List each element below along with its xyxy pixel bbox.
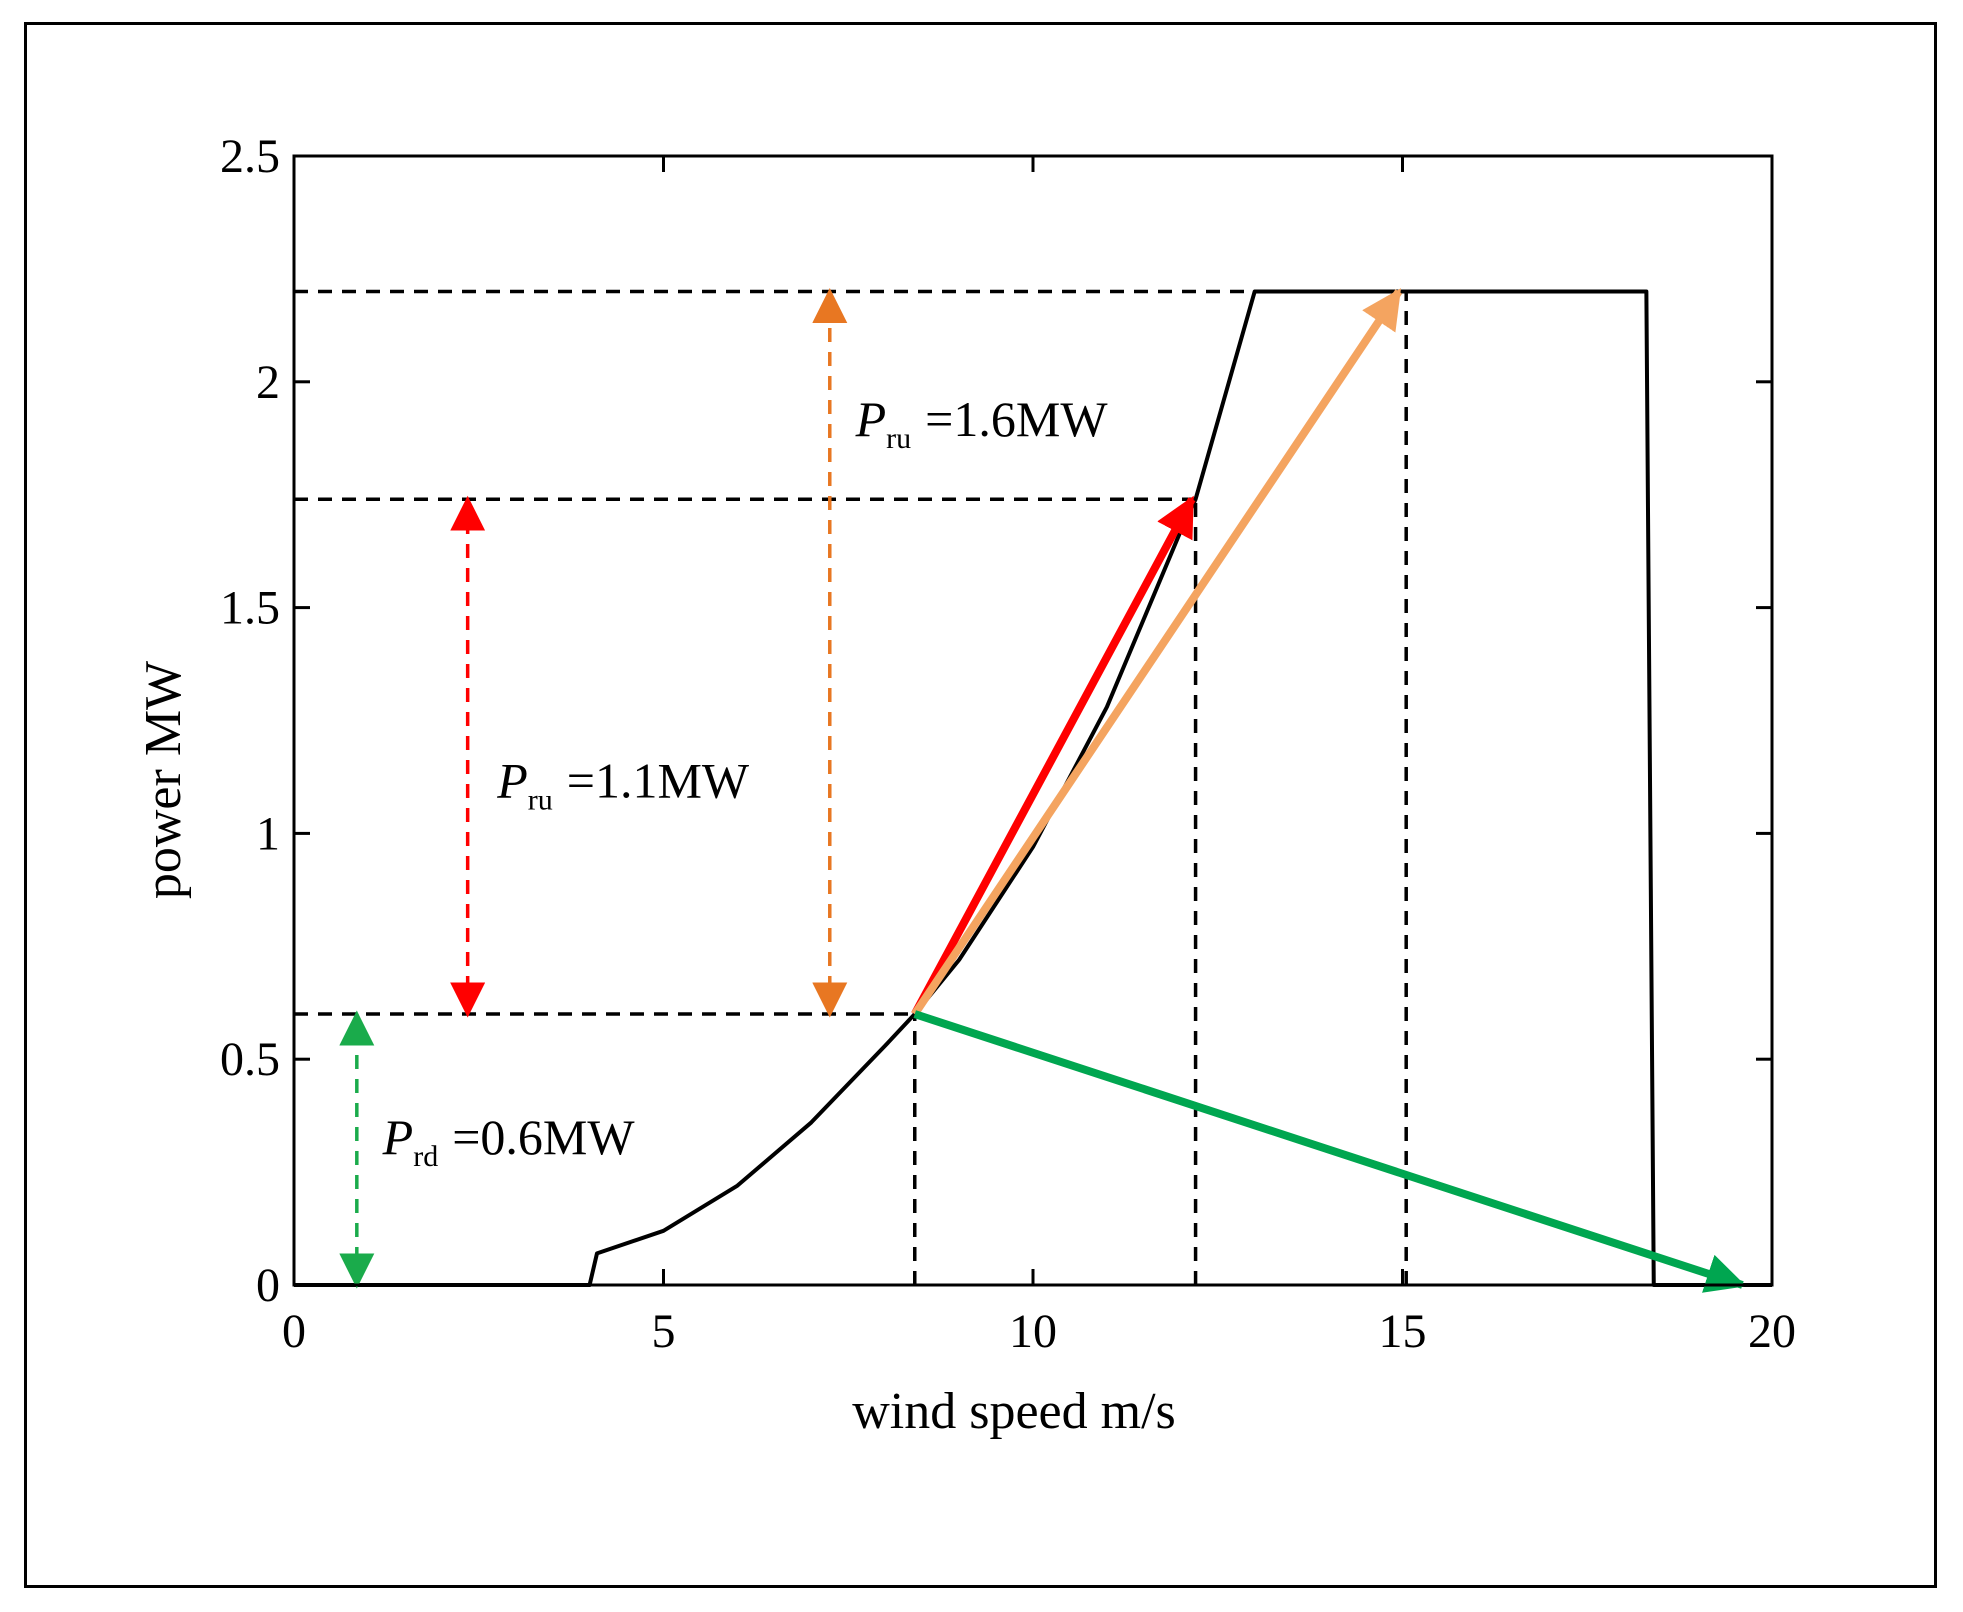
reference-lines <box>294 289 1408 1285</box>
axes: 0 5 10 15 20 0 0.5 1 1.5 2 2.5 <box>220 130 1796 1358</box>
ramp-arrow-orange <box>911 288 1403 1017</box>
y-tick-label: 1.5 <box>220 582 280 635</box>
series-line-power-curve <box>294 289 1772 1287</box>
x-tick-label: 5 <box>652 1305 676 1358</box>
y-axis-label: power MW <box>135 661 192 899</box>
arrow-layer <box>339 287 1747 1293</box>
annotation-pru-11: Pru =1.1MW <box>496 752 750 816</box>
annotation-pru-16: Pru =1.6MW <box>855 391 1109 455</box>
x-tick-label: 15 <box>1379 1305 1427 1358</box>
annotations: Pru =1.6MW Pru =1.1MW Prd =0.6MW <box>382 391 1109 1173</box>
annotation-prd-06: Prd =0.6MW <box>382 1109 636 1173</box>
x-axis-label: wind speed m/s <box>852 1383 1176 1440</box>
x-tick-label: 0 <box>282 1305 306 1358</box>
x-tick-label: 20 <box>1748 1305 1796 1358</box>
ramp-arrow-green <box>913 1010 1747 1293</box>
x-tick-label: 10 <box>1009 1305 1057 1358</box>
y-tick-label: 1 <box>256 807 280 860</box>
y-tick-label: 0 <box>256 1259 280 1312</box>
y-tick-label: 2.5 <box>220 130 280 183</box>
y-tick-label: 0.5 <box>220 1033 280 1086</box>
ramp-arrow-red <box>911 495 1196 1016</box>
series-layer <box>294 289 1772 1287</box>
y-tick-label: 2 <box>256 356 280 409</box>
figure-frame <box>24 22 1937 1588</box>
